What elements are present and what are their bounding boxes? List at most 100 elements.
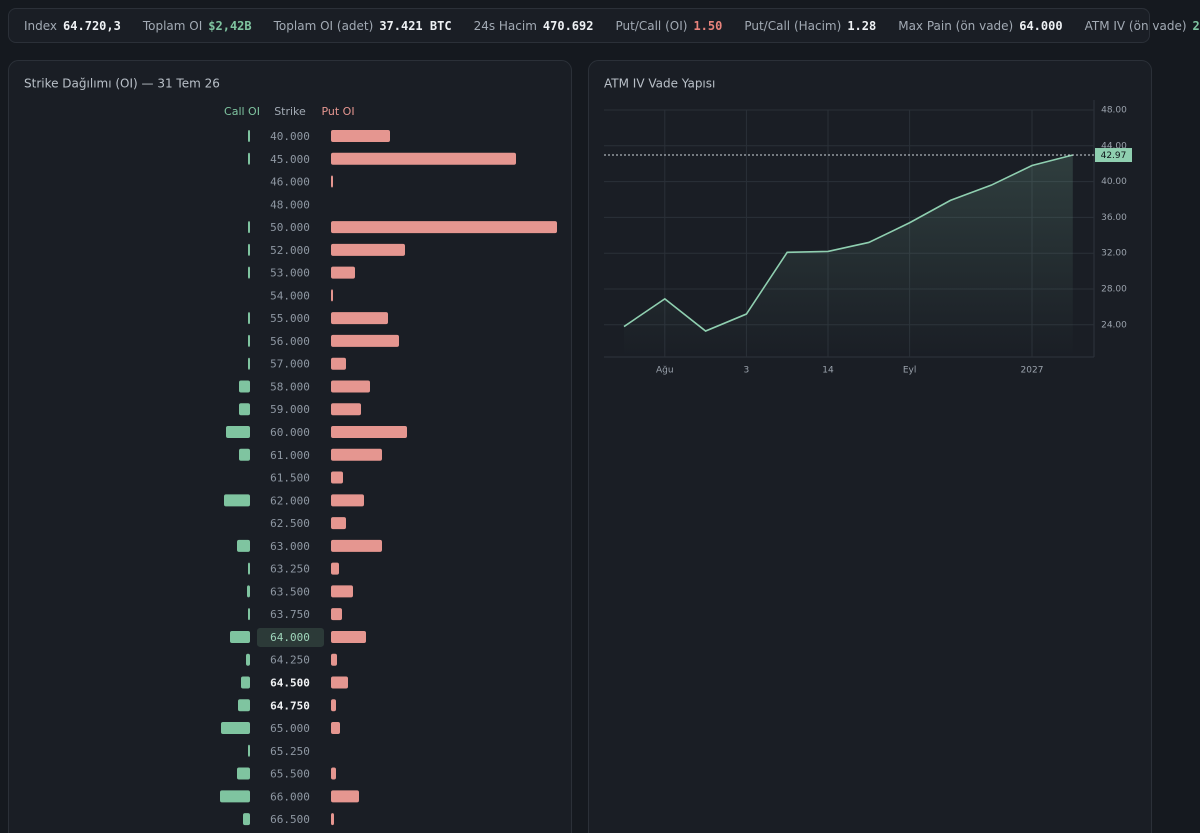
strike-label: 65.500 bbox=[270, 768, 310, 781]
strike-label: 48.000 bbox=[270, 198, 310, 211]
x-tick-label: Ağu bbox=[656, 366, 674, 376]
strike-label: 63.500 bbox=[270, 585, 310, 598]
call-bar bbox=[248, 243, 250, 256]
call-bar bbox=[248, 130, 250, 142]
put-bar bbox=[331, 221, 557, 234]
call-bar bbox=[243, 813, 250, 826]
call-bar bbox=[241, 676, 250, 689]
call-bar bbox=[237, 767, 250, 780]
call-bar bbox=[247, 585, 250, 598]
stat: Index 64.720,3 bbox=[24, 19, 121, 33]
strike-label: 52.000 bbox=[270, 244, 310, 257]
stat-value: 37.421 BTC bbox=[379, 18, 452, 33]
call-bar bbox=[248, 312, 250, 325]
put-bar bbox=[331, 380, 370, 393]
strike-label: 61.000 bbox=[270, 449, 310, 462]
chart-title: ATM IV Vade Yapısı bbox=[604, 77, 715, 91]
call-bar bbox=[238, 699, 250, 712]
call-bar bbox=[246, 653, 250, 666]
call-bar bbox=[248, 562, 250, 575]
put-bar bbox=[331, 312, 388, 325]
stat-label: 24s Hacim bbox=[473, 18, 537, 33]
stat: Put/Call (Hacim) 1.28 bbox=[744, 19, 876, 33]
strike-label: 63.750 bbox=[270, 608, 310, 621]
call-bar bbox=[248, 357, 250, 370]
stat: Put/Call (OI) 1.50 bbox=[615, 19, 722, 33]
stat: Toplam OI $2,42B bbox=[143, 19, 252, 33]
put-bar bbox=[331, 585, 353, 598]
x-tick-label: 2027 bbox=[1021, 366, 1044, 376]
call-bar bbox=[226, 426, 250, 439]
call-bar bbox=[221, 722, 250, 735]
stat-label: Toplam OI bbox=[142, 18, 203, 33]
call-bar bbox=[230, 630, 250, 643]
stats-bar: Index 64.720,3 Toplam OI $2,42B Toplam OI (a… bbox=[8, 8, 1200, 43]
strike-label: 60.000 bbox=[270, 426, 310, 439]
stat-label: Toplam OI (adet) bbox=[273, 18, 374, 33]
panel-title: Strike Dağılımı (OI) — 31 Tem 26 bbox=[24, 77, 220, 91]
y-tick-label: 40.00 bbox=[1101, 177, 1127, 187]
put-bar bbox=[331, 539, 382, 552]
last-value-label: 42.97 bbox=[1101, 151, 1127, 161]
y-tick-label: 24.00 bbox=[1101, 320, 1127, 330]
stat-value: $2,42B bbox=[208, 18, 252, 33]
strike-label: 62.000 bbox=[270, 494, 310, 507]
strike-label: 61.500 bbox=[270, 472, 310, 485]
put-bar bbox=[331, 357, 346, 370]
strike-label: 66.000 bbox=[270, 790, 310, 803]
strike-label: 56.000 bbox=[270, 335, 310, 348]
strike-label: 65.250 bbox=[270, 745, 310, 758]
column-header: Put OI bbox=[321, 105, 354, 118]
strike-label: 63.250 bbox=[270, 563, 310, 576]
put-bar bbox=[331, 608, 342, 621]
stat-value: 1.28 bbox=[847, 18, 877, 33]
stat: 24s Hacim 470.692 bbox=[474, 19, 594, 33]
y-tick-label: 48.00 bbox=[1101, 106, 1127, 116]
last-value-badge bbox=[1095, 148, 1132, 163]
strike-label: 58.000 bbox=[270, 380, 310, 393]
area bbox=[624, 155, 1073, 357]
put-bar bbox=[331, 426, 407, 439]
y-tick-label: 36.00 bbox=[1101, 213, 1127, 223]
put-bar bbox=[331, 243, 405, 256]
strike-label: 45.000 bbox=[270, 153, 310, 166]
call-bar bbox=[239, 448, 250, 461]
strike-label: 59.000 bbox=[270, 403, 310, 416]
x-tick-label: Eyl bbox=[903, 366, 917, 376]
put-bar bbox=[331, 403, 361, 416]
strike-label: 65.000 bbox=[270, 722, 310, 735]
call-bar bbox=[239, 380, 250, 393]
stat-label: Index bbox=[24, 18, 58, 33]
call-bar bbox=[248, 221, 250, 234]
strike-label: 57.000 bbox=[270, 358, 310, 371]
strike-label: 64.500 bbox=[270, 676, 310, 689]
strike-panel bbox=[8, 60, 572, 833]
stat-value: 23.7% bbox=[1192, 18, 1200, 33]
strike-label: 54.000 bbox=[270, 289, 310, 302]
put-bar bbox=[331, 630, 366, 643]
x-tick-label: 3 bbox=[744, 366, 750, 376]
call-bar bbox=[248, 744, 250, 757]
put-bar bbox=[331, 334, 399, 347]
put-bar bbox=[331, 494, 364, 507]
put-bar bbox=[331, 130, 390, 142]
stat-value: 64.000 bbox=[1019, 18, 1063, 33]
put-bar bbox=[331, 676, 348, 689]
put-bar bbox=[331, 266, 355, 279]
call-bar bbox=[220, 790, 250, 803]
call-bar bbox=[248, 266, 250, 279]
stat-label: ATM IV (ön vade) bbox=[1084, 18, 1187, 33]
strike-label: 53.000 bbox=[270, 267, 310, 280]
strike-label: 63.000 bbox=[270, 540, 310, 553]
call-bar bbox=[248, 334, 250, 347]
stat-value: 1.50 bbox=[693, 18, 723, 33]
put-bar bbox=[331, 175, 333, 188]
stat-label: Put/Call (OI) bbox=[615, 18, 688, 33]
stat: Max Pain (ön vade) 64.000 bbox=[898, 19, 1062, 33]
call-bar bbox=[237, 539, 250, 552]
put-bar bbox=[331, 152, 516, 165]
stat-label: Put/Call (Hacim) bbox=[744, 18, 842, 33]
call-bar bbox=[248, 608, 250, 621]
stat-value: 64.720,3 bbox=[63, 18, 121, 33]
